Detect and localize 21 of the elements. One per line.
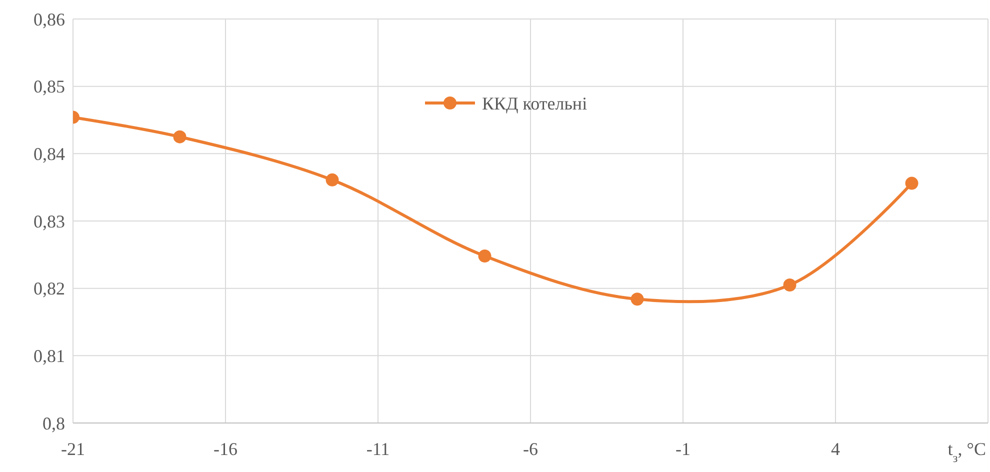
point — [905, 176, 918, 190]
y-tick-label: 0,84 — [34, 144, 65, 164]
x-tick-label: -6 — [523, 439, 538, 459]
x-tick-label: -16 — [214, 439, 238, 459]
y-tick-label: 0,81 — [34, 346, 65, 366]
legend-label: ККД котельні — [482, 93, 588, 114]
y-tick-label: 0,8 — [42, 413, 65, 434]
x-tick-label: -11 — [366, 439, 390, 459]
point — [173, 130, 186, 144]
point — [326, 173, 339, 186]
x-tick-label: 4 — [831, 439, 840, 459]
y-tick-label: 0,85 — [34, 76, 65, 97]
point — [783, 278, 796, 292]
y-tick-label: 0,86 — [34, 9, 65, 30]
y-tick-label: 0,82 — [34, 278, 65, 299]
x-tick-label: -1 — [676, 439, 690, 459]
point — [630, 292, 644, 306]
x-axis-title: t$_{з}$, °C — [948, 439, 986, 465]
x-tick-label: -21 — [61, 439, 85, 459]
y-tick-label: 0,83 — [34, 211, 65, 232]
point — [478, 250, 492, 263]
